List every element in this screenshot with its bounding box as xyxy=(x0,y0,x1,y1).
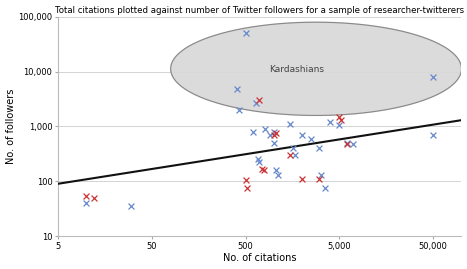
Point xyxy=(349,142,357,146)
Point xyxy=(90,196,98,200)
Point xyxy=(270,130,277,134)
Text: Kardashians: Kardashians xyxy=(269,65,324,73)
Point xyxy=(249,130,257,134)
Point xyxy=(272,131,280,135)
Point xyxy=(287,153,294,157)
Point xyxy=(307,136,315,141)
Point xyxy=(343,142,351,146)
Point xyxy=(255,98,263,102)
Point xyxy=(242,178,249,182)
Point xyxy=(258,167,266,171)
Point xyxy=(298,133,306,137)
Point xyxy=(337,118,345,122)
Point xyxy=(287,122,294,126)
Point xyxy=(233,87,240,91)
Point xyxy=(253,101,260,105)
Point xyxy=(260,168,268,172)
Point xyxy=(298,177,306,181)
Point xyxy=(326,120,334,124)
Y-axis label: No. of followers: No. of followers xyxy=(6,89,15,164)
Point xyxy=(266,133,273,137)
Point xyxy=(292,153,299,157)
Point xyxy=(261,127,269,131)
Point xyxy=(242,31,249,36)
Point xyxy=(235,108,242,112)
Point xyxy=(270,141,277,145)
Point xyxy=(430,133,437,137)
Point xyxy=(272,168,280,172)
Point xyxy=(315,146,322,150)
Point xyxy=(430,75,437,79)
Point xyxy=(315,177,322,181)
X-axis label: No. of citations: No. of citations xyxy=(223,253,297,263)
Point xyxy=(255,160,263,165)
Point xyxy=(321,186,329,190)
Point xyxy=(83,193,90,198)
Point xyxy=(274,173,282,177)
Polygon shape xyxy=(170,22,461,115)
Point xyxy=(336,123,343,128)
Point xyxy=(127,204,135,208)
Point xyxy=(243,186,251,190)
Point xyxy=(336,115,343,119)
Title: Total citations plotted against number of Twitter followers for a sample of rese: Total citations plotted against number o… xyxy=(55,6,464,15)
Point xyxy=(83,201,90,205)
Point xyxy=(318,173,325,177)
Point xyxy=(289,146,297,150)
Point xyxy=(255,157,262,162)
Point xyxy=(270,133,277,137)
Point xyxy=(343,141,351,145)
